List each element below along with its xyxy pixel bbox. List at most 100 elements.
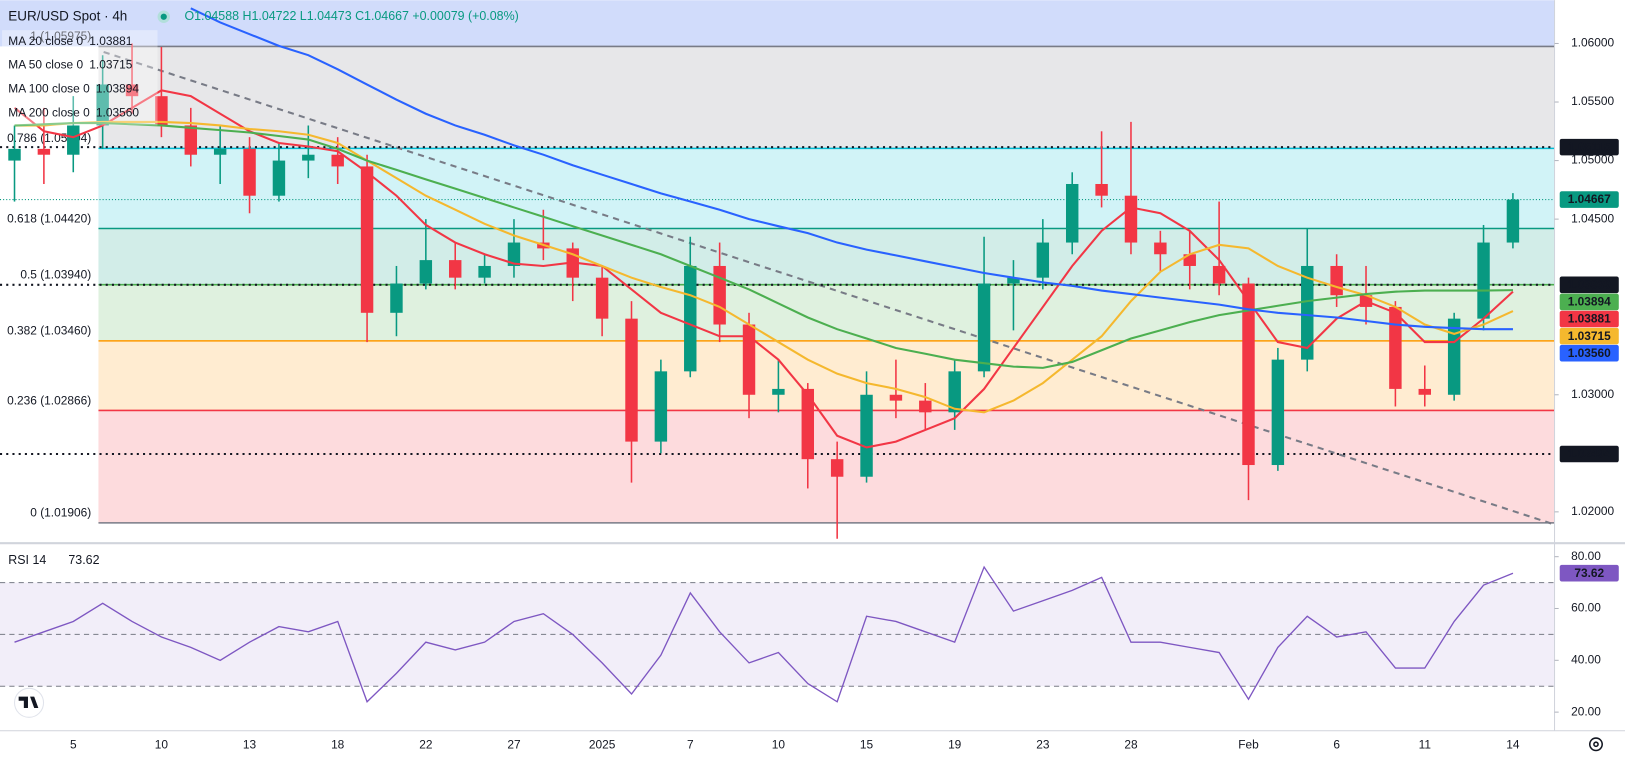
- candle-body: [1212, 265, 1226, 284]
- x-tick-label: 13: [243, 737, 257, 751]
- price-tag-label: 1.03715: [1568, 329, 1611, 343]
- x-tick-label: 28: [1124, 737, 1138, 751]
- candle-body: [1418, 388, 1431, 395]
- candle-body: [1242, 283, 1255, 466]
- candle-body: [1154, 242, 1167, 255]
- x-tick-label: 15: [860, 737, 874, 751]
- price-tag: [1559, 191, 1619, 208]
- y-tick-label: 80.00: [1571, 549, 1601, 563]
- price-tag-label: 1.02494: [1568, 447, 1611, 461]
- fib-zone: [98, 148, 1555, 229]
- candle-body: [772, 388, 785, 395]
- y-tick-label: 1.05000: [1571, 153, 1614, 167]
- x-tick-label: 27: [507, 737, 521, 751]
- candle-body: [1007, 277, 1020, 284]
- legend-name: MA 20 close 0: [8, 34, 83, 48]
- legend-background: [2, 30, 158, 126]
- price-tag: [1559, 445, 1619, 463]
- price-tag-label: 1.05115: [1568, 140, 1611, 154]
- candle-body: [1183, 254, 1196, 266]
- candle-body: [654, 371, 668, 442]
- x-tick-label: 10: [155, 737, 169, 751]
- candle-body: [713, 265, 726, 325]
- price-tag: [1559, 327, 1619, 345]
- rsi-tag-label: 73.62: [1574, 566, 1604, 580]
- candle-body: [625, 318, 638, 442]
- time-axis-background: [0, 730, 1625, 761]
- fib-label: 1 (1.05975): [30, 29, 91, 43]
- axis-background: [1554, 0, 1625, 761]
- price-tag: [1559, 310, 1619, 328]
- rsi-pane: [0, 565, 1555, 703]
- fib-zone: [98, 46, 1555, 149]
- x-tick-label: 14: [1506, 737, 1520, 751]
- tradingview-logo[interactable]: [13, 687, 45, 718]
- x-tick-label: 19: [948, 737, 962, 751]
- candle-body: [96, 84, 109, 126]
- settings-icon[interactable]: [1588, 737, 1603, 752]
- x-tick-label: Feb: [1238, 737, 1259, 751]
- candle-body: [331, 154, 344, 167]
- candle-body: [390, 283, 403, 313]
- gear-center[interactable]: [1593, 741, 1599, 748]
- fib-label: 0.5 (1.03940): [20, 268, 91, 282]
- legend-name: MA 200 close 0: [8, 105, 90, 119]
- fib-zone: [98, 410, 1555, 523]
- overlay-text: EUR/USD Spot · 4h O1.04588 H1.04722 L1.0…: [2, 8, 519, 567]
- candle-body: [801, 388, 815, 460]
- fib-label: 0 (1.01906): [30, 506, 91, 520]
- logo-glyph[interactable]: [18, 696, 39, 708]
- ma-line: [13, 89, 1514, 449]
- candle-body: [1389, 306, 1402, 389]
- x-tick-label: 10: [772, 737, 786, 751]
- status-dot: [160, 13, 167, 20]
- ohlc-readout: O1.04588 H1.04722 L1.04473 C1.04667 +0.0…: [184, 9, 518, 23]
- x-tick-label: 7: [687, 737, 694, 751]
- x-tick-label: 5: [70, 737, 77, 751]
- ma-line: [14, 120, 1514, 414]
- price-tag: [1559, 138, 1619, 156]
- candle-body: [125, 84, 139, 97]
- candle-body: [977, 283, 991, 372]
- candle-body: [1065, 183, 1079, 243]
- price-tag: [1559, 344, 1619, 362]
- candle-body: [1506, 199, 1520, 243]
- legend-value: 1.03894: [96, 81, 139, 95]
- candle-body: [1301, 265, 1314, 360]
- chart-title: EUR/USD Spot · 4h: [8, 8, 127, 23]
- candle-body: [860, 394, 873, 477]
- upper-zone: [0, 0, 1555, 47]
- gear-outline[interactable]: [1588, 737, 1603, 752]
- x-tick-label: 18: [331, 737, 345, 751]
- price-tag: [1559, 276, 1619, 294]
- trend-line: [103, 50, 1555, 526]
- candle-body: [213, 148, 227, 155]
- y-tick-label: 1.04500: [1571, 211, 1614, 225]
- candle-body: [919, 400, 932, 413]
- fib-label: 0.236 (1.02866): [7, 393, 91, 407]
- fib-label: 0.618 (1.04420): [7, 211, 91, 225]
- y-tick-label: 20.00: [1571, 704, 1601, 718]
- legend-value: 1.03881: [89, 34, 132, 48]
- candle-body: [1477, 242, 1490, 319]
- candle-body: [1124, 195, 1138, 243]
- price-tag-label: 1.03560: [1568, 346, 1611, 360]
- price-pane: 1 (1.05975)0.786 (1.05104)0.618 (1.04420…: [0, 0, 1555, 539]
- candle-body: [1036, 242, 1050, 278]
- rsi-tag: [1559, 564, 1619, 582]
- candle-body: [1447, 318, 1461, 395]
- candle-body: [1095, 183, 1108, 196]
- candle-body: [302, 154, 315, 161]
- price-tag-label: 1.03881: [1568, 312, 1611, 326]
- candle-body: [742, 324, 756, 395]
- candle-body: [184, 125, 198, 155]
- candle-body: [419, 260, 433, 284]
- candle-body: [272, 160, 286, 196]
- price-tag: [1559, 293, 1619, 311]
- fib-label: 0.382 (1.03460): [7, 324, 91, 338]
- candle-body: [478, 265, 491, 278]
- logo-circle[interactable]: [13, 687, 45, 718]
- x-tick-label: 11: [1419, 737, 1432, 751]
